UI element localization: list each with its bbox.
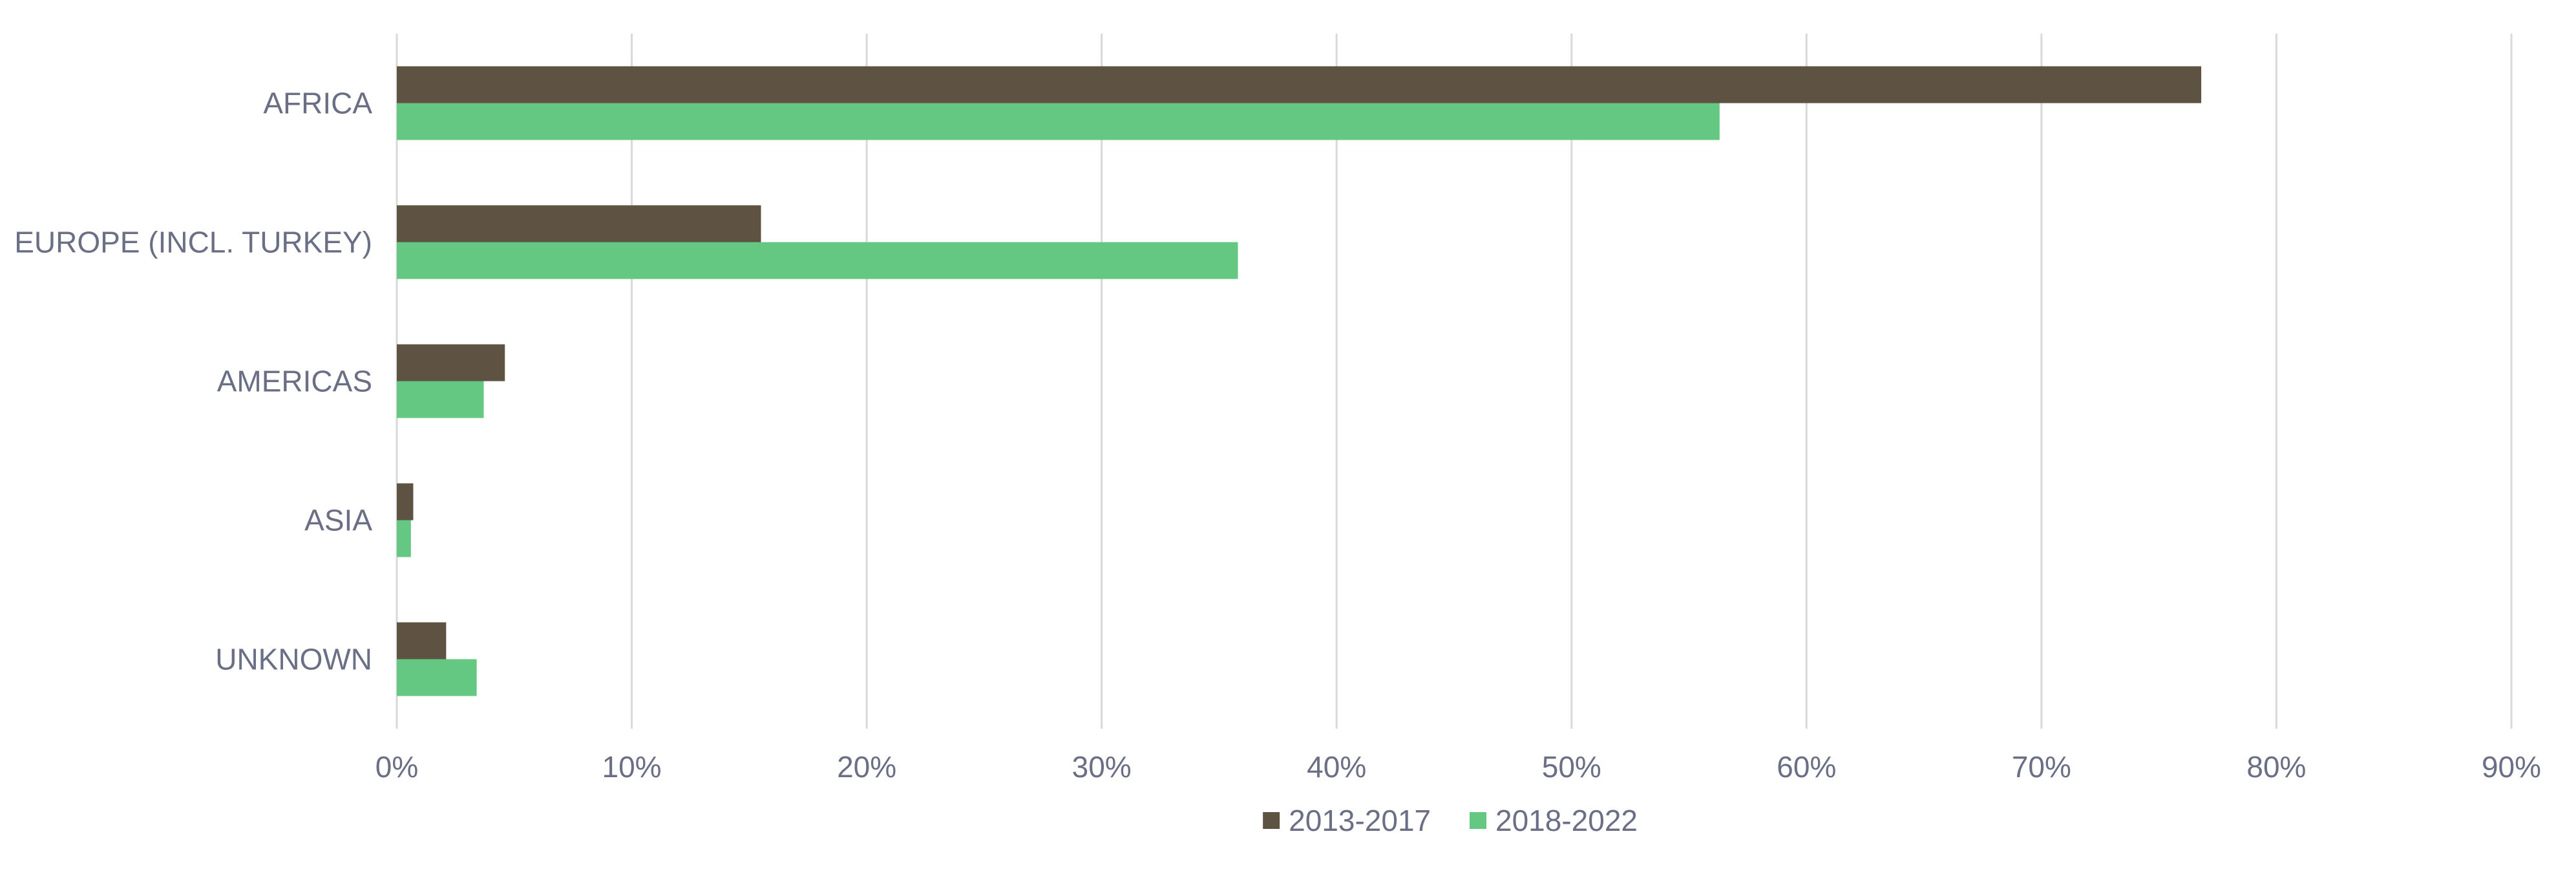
legend-label-2013-2017: 2013-2017 (1289, 804, 1431, 837)
bar-americas-2013-2017 (397, 344, 505, 381)
legend-swatch-2018-2022 (1470, 812, 1486, 829)
legend-label-2018-2022: 2018-2022 (1495, 804, 1638, 837)
x-tick-label: 30% (1072, 750, 1132, 784)
bar-unknown-2013-2017 (397, 622, 447, 660)
x-tick-label: 80% (2246, 750, 2306, 784)
category-label-americas: AMERICAS (217, 365, 372, 398)
x-tick-label: 0% (375, 750, 418, 784)
x-tick-label: 10% (602, 750, 662, 784)
x-tick-label: 40% (1307, 750, 1366, 784)
legend: 2013-2017 2018-2022 (1263, 804, 1638, 837)
legend-swatch-2013-2017 (1263, 812, 1280, 829)
gridlines (396, 34, 2513, 729)
bar-asia-2018-2022 (397, 520, 411, 557)
bar-asia-2013-2017 (397, 483, 414, 520)
category-label-asia: ASIA (304, 504, 372, 537)
bar-americas-2018-2022 (397, 381, 484, 418)
bar-europe-incl-turkey-2013-2017 (397, 205, 761, 242)
x-tick-label: 50% (1542, 750, 1601, 784)
bar-africa-2013-2017 (397, 66, 2202, 103)
x-axis-ticks: 0% 10% 20% 30% 40% 50% 60% 70% 80% 90% (375, 750, 2541, 784)
bar-europe-incl-turkey-2018-2022 (397, 242, 1238, 279)
bar-africa-2018-2022 (397, 103, 1720, 140)
category-label-africa: AFRICA (263, 87, 372, 120)
category-label-europe-incl-turkey: EUROPE (INCL. TURKEY) (14, 226, 372, 259)
category-label-unknown: UNKNOWN (215, 643, 372, 676)
category-labels: AFRICA EUROPE (INCL. TURKEY) AMERICAS ASIA U… (14, 87, 372, 676)
x-tick-label: 20% (837, 750, 896, 784)
x-tick-label: 60% (1777, 750, 1836, 784)
x-tick-label: 70% (2012, 750, 2071, 784)
x-tick-label: 90% (2482, 750, 2541, 784)
bars (397, 66, 2202, 696)
bar-unknown-2018-2022 (397, 659, 477, 696)
